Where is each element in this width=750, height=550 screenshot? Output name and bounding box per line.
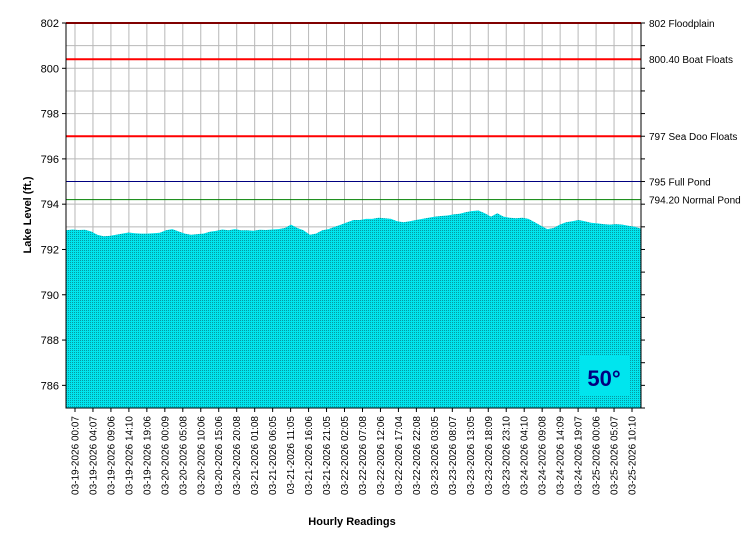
temperature-badge	[579, 356, 630, 396]
temperature-readout: 50°	[587, 366, 620, 391]
x-tick-label: 03-23-2026 08:07	[448, 416, 459, 495]
reference-line-label: 800.40 Boat Floats	[649, 55, 733, 66]
x-tick-label: 03-22-2026 12:06	[376, 416, 387, 495]
x-tick-label: 03-23-2026 03:05	[430, 416, 441, 495]
x-tick-label: 03-20-2026 00:09	[160, 416, 171, 495]
x-tick-label: 03-20-2026 05:08	[178, 416, 189, 495]
y-tick-label: 790	[41, 290, 59, 302]
x-tick-label: 03-21-2026 06:05	[268, 416, 279, 495]
right-axis-ticks	[641, 22, 645, 409]
y-tick-label: 802	[41, 18, 59, 30]
x-tick-label: 03-25-2026 10:10	[628, 416, 639, 495]
x-tick-label: 03-20-2026 10:06	[196, 416, 207, 495]
x-tick-label: 03-20-2026 15:06	[214, 416, 225, 495]
reference-line-label: 795 Full Pond	[649, 178, 711, 189]
plot-frame	[65, 22, 642, 409]
x-tick-label: 03-20-2026 20:08	[232, 416, 243, 495]
reference-line-label: 794.20 Normal Pond	[649, 196, 741, 207]
x-tick-label: 03-22-2026 17:04	[394, 416, 405, 495]
y-tick-label: 788	[41, 335, 59, 347]
x-tick-label: 03-21-2026 11:05	[286, 416, 297, 495]
x-tick-label: 03-25-2026 05:07	[610, 416, 621, 495]
x-tick-label: 03-23-2026 18:09	[484, 416, 495, 495]
y-tick-label: 794	[41, 199, 59, 211]
x-tick-label: 03-21-2026 01:08	[250, 416, 261, 495]
y-axis-label: Lake Level (ft.)	[22, 176, 34, 253]
x-tick-label: 03-24-2026 14:09	[556, 416, 567, 495]
x-axis-label: Hourly Readings	[308, 516, 395, 528]
x-tick-label: 03-24-2026 04:10	[520, 416, 531, 495]
x-tick-label: 03-24-2026 19:07	[574, 416, 585, 495]
x-tick-label: 03-25-2026 00:06	[592, 416, 603, 495]
x-tick-label: 03-19-2026 09:06	[106, 416, 117, 495]
y-tick-label: 798	[41, 109, 59, 121]
y-axis-ticks: 786 788 790 792 794 796 798 800 802	[41, 18, 66, 392]
x-axis-ticks: 03-19-2026 00:07 03-19-2026 04:07 03-19-20…	[71, 408, 639, 495]
y-tick-label: 796	[41, 154, 59, 166]
x-tick-label: 03-21-2026 16:06	[304, 416, 315, 495]
y-tick-label: 800	[41, 63, 59, 75]
x-tick-label: 03-19-2026 04:07	[89, 416, 100, 495]
x-tick-label: 03-19-2026 19:06	[142, 416, 153, 495]
lake-level-area	[66, 210, 641, 408]
x-tick-label: 03-19-2026 14:10	[124, 416, 135, 495]
reference-line-label: 797 Sea Doo Floats	[649, 132, 737, 143]
x-tick-label: 03-24-2026 09:08	[538, 416, 549, 495]
x-tick-label: 03-19-2026 00:07	[71, 416, 82, 495]
x-tick-label: 03-23-2026 13:05	[466, 416, 477, 495]
x-tick-label: 03-22-2026 02:05	[340, 416, 351, 495]
y-tick-label: 792	[41, 244, 59, 256]
reference-line-label: 802 Floodplain	[649, 19, 715, 30]
x-tick-label: 03-22-2026 07:08	[358, 416, 369, 495]
x-tick-label: 03-22-2026 22:08	[412, 416, 423, 495]
y-tick-label: 786	[41, 380, 59, 392]
x-tick-label: 03-21-2026 21:05	[322, 416, 333, 495]
x-tick-label: 03-23-2026 23:10	[502, 416, 513, 495]
